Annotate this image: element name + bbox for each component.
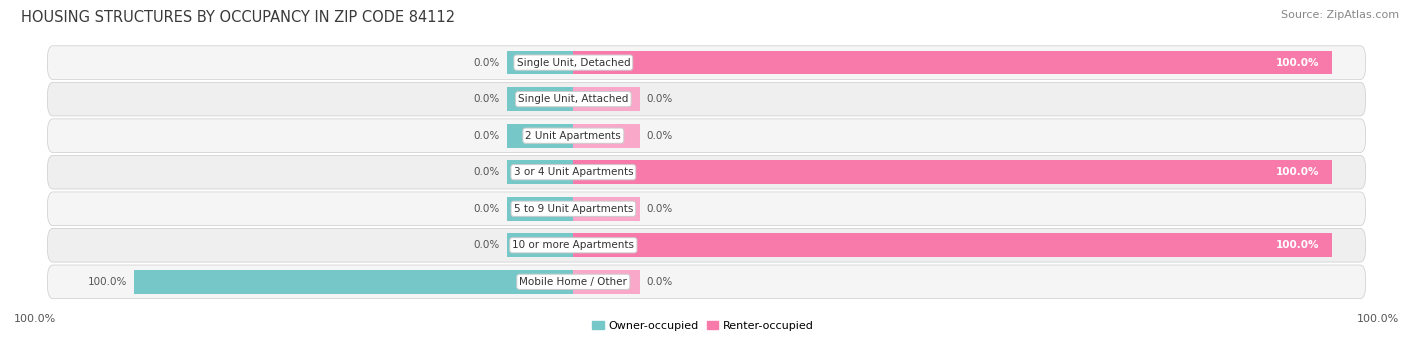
Bar xyxy=(574,51,1333,74)
Text: 100.0%: 100.0% xyxy=(14,314,56,324)
Text: 0.0%: 0.0% xyxy=(647,131,673,141)
Text: 100.0%: 100.0% xyxy=(87,277,128,287)
Bar xyxy=(574,87,640,111)
Text: Source: ZipAtlas.com: Source: ZipAtlas.com xyxy=(1281,10,1399,20)
Text: 2 Unit Apartments: 2 Unit Apartments xyxy=(526,131,621,141)
Text: 0.0%: 0.0% xyxy=(474,58,501,68)
Text: Single Unit, Attached: Single Unit, Attached xyxy=(519,94,628,104)
Text: 0.0%: 0.0% xyxy=(647,277,673,287)
FancyBboxPatch shape xyxy=(48,46,1365,79)
Text: Single Unit, Detached: Single Unit, Detached xyxy=(516,58,630,68)
FancyBboxPatch shape xyxy=(48,192,1365,225)
Bar xyxy=(506,197,574,221)
Text: 0.0%: 0.0% xyxy=(474,204,501,214)
Text: 100.0%: 100.0% xyxy=(1275,58,1319,68)
Text: 5 to 9 Unit Apartments: 5 to 9 Unit Apartments xyxy=(513,204,633,214)
Bar xyxy=(134,270,574,294)
FancyBboxPatch shape xyxy=(48,155,1365,189)
Legend: Owner-occupied, Renter-occupied: Owner-occupied, Renter-occupied xyxy=(588,316,818,336)
Text: 0.0%: 0.0% xyxy=(474,94,501,104)
Bar xyxy=(574,197,640,221)
FancyBboxPatch shape xyxy=(48,119,1365,152)
Text: 100.0%: 100.0% xyxy=(1275,240,1319,250)
Text: 10 or more Apartments: 10 or more Apartments xyxy=(512,240,634,250)
Text: 0.0%: 0.0% xyxy=(474,131,501,141)
Text: 0.0%: 0.0% xyxy=(474,167,501,177)
Text: 0.0%: 0.0% xyxy=(647,94,673,104)
Text: 100.0%: 100.0% xyxy=(1357,314,1399,324)
Text: 100.0%: 100.0% xyxy=(1275,167,1319,177)
Text: 0.0%: 0.0% xyxy=(647,204,673,214)
FancyBboxPatch shape xyxy=(48,82,1365,116)
Text: Mobile Home / Other: Mobile Home / Other xyxy=(519,277,627,287)
Bar xyxy=(574,233,1333,257)
Bar xyxy=(506,233,574,257)
Text: 0.0%: 0.0% xyxy=(474,240,501,250)
Bar xyxy=(506,124,574,148)
Text: HOUSING STRUCTURES BY OCCUPANCY IN ZIP CODE 84112: HOUSING STRUCTURES BY OCCUPANCY IN ZIP C… xyxy=(21,10,456,25)
Bar xyxy=(574,124,640,148)
Bar xyxy=(506,87,574,111)
Bar xyxy=(506,51,574,74)
Text: 3 or 4 Unit Apartments: 3 or 4 Unit Apartments xyxy=(513,167,633,177)
Bar xyxy=(574,270,640,294)
FancyBboxPatch shape xyxy=(48,265,1365,299)
Bar xyxy=(506,160,574,184)
Bar xyxy=(574,160,1333,184)
FancyBboxPatch shape xyxy=(48,228,1365,262)
